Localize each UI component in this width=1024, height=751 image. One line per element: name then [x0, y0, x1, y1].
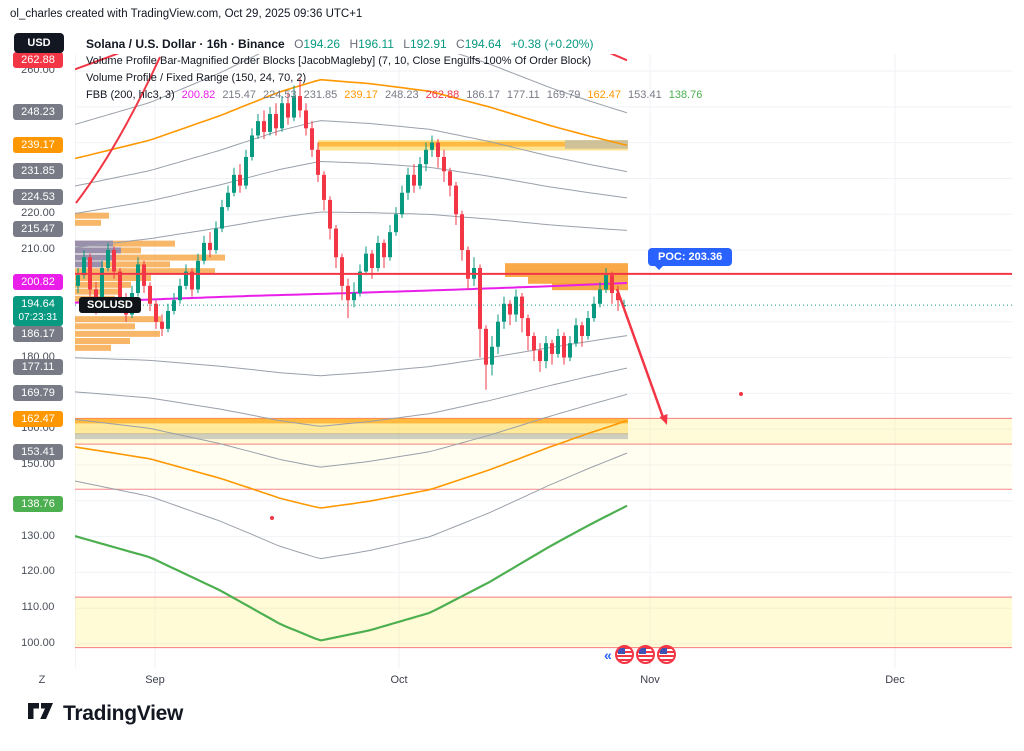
- price-level-badge: 169.79: [13, 385, 63, 402]
- indicator-row-fbb[interactable]: FBB (200, hlc3, 3) 200.82 215.47 224.53 231.…: [86, 87, 702, 103]
- fbb-band-value: 169.79: [546, 89, 581, 101]
- price-lines-layer[interactable]: [75, 272, 1012, 306]
- price-level-badge: 224.53: [13, 189, 63, 206]
- fbb-band-value: 138.76: [668, 89, 703, 101]
- last-price-badge: 194.64 07:23:31: [13, 296, 63, 327]
- price-tick: 220.00: [21, 207, 55, 220]
- price-tick: 100.00: [21, 637, 55, 649]
- order-blocks-layer: [75, 140, 628, 440]
- creator-watermark: ol_charles created with TradingView.com,…: [10, 8, 363, 20]
- ohlc-low-value: 192.91: [409, 37, 447, 51]
- tradingview-logo-text: TradingView: [63, 702, 184, 725]
- plot-area: [75, 54, 1012, 668]
- tradingview-branding[interactable]: TradingView: [28, 702, 183, 726]
- price-level-badge: 153.41: [13, 443, 63, 460]
- zones-layer: [75, 417, 1012, 649]
- flag-sticker[interactable]: [614, 645, 634, 664]
- fbb-band-value: 200.82: [181, 89, 216, 101]
- price-level-badge: 138.76: [13, 496, 63, 513]
- price-level-badge: 248.23: [13, 104, 63, 121]
- month-label: Dec: [885, 674, 905, 686]
- last-price-value: 194.64: [21, 298, 55, 311]
- drawings-layer[interactable]: [75, 56, 743, 520]
- ohlc-high-label: H: [349, 37, 359, 51]
- fbb-bands-layer: [75, 54, 628, 642]
- ohlc-close-label: C: [456, 37, 465, 51]
- indicator-row-volume-profile[interactable]: Volume Profile / Fixed Range (150, 24, 7…: [86, 72, 307, 84]
- fbb-band-value: 215.47: [222, 89, 256, 101]
- ohlc-open-value: 194.26: [303, 37, 341, 51]
- timezone-label[interactable]: Z: [38, 674, 46, 686]
- price-tick: 210.00: [21, 243, 55, 256]
- price-level-badge: 186.17: [13, 326, 63, 343]
- price-level-badge: 200.82: [13, 273, 63, 290]
- price-tick: 150.00: [21, 457, 55, 470]
- fbb-band-value: 248.23: [384, 89, 419, 101]
- fbb-band-value: 231.85: [303, 89, 338, 101]
- fbb-values: 200.82 215.47 224.53 231.85 239.17 248.23 262.…: [175, 89, 703, 101]
- price-tick: 110.00: [21, 601, 55, 614]
- month-label: Sep: [145, 674, 165, 686]
- indicator-legend: Solana / U.S. Dollar · 16h · Binance O19…: [86, 36, 702, 103]
- symbol-legend-row[interactable]: Solana / U.S. Dollar · 16h · Binance O19…: [86, 36, 702, 52]
- fbb-band-value: 153.41: [628, 89, 662, 101]
- ohlc-low-label: L: [403, 37, 410, 51]
- ohlc-close-value: 194.64: [464, 37, 502, 51]
- price-level-badge: 231.85: [13, 162, 63, 179]
- tradingview-logo-icon: [28, 703, 53, 719]
- fbb-band-value: 162.47: [587, 89, 622, 101]
- indicator-row-order-blocks[interactable]: Volume Profile Bar-Magnified Order Block…: [86, 55, 592, 67]
- fbb-name: FBB (200, hlc3, 3): [86, 89, 175, 101]
- flag-stickers[interactable]: «: [604, 645, 676, 664]
- price-tick: 130.00: [21, 529, 55, 542]
- fbb-band-value: 186.17: [466, 89, 500, 101]
- ohlc-high-value: 196.11: [358, 37, 394, 51]
- symbol-title: Solana / U.S. Dollar · 16h · Binance: [86, 37, 285, 51]
- fbb-band-value: 262.88: [425, 89, 460, 101]
- price-tick: 120.00: [21, 565, 55, 578]
- grid-layer: [75, 54, 1012, 668]
- currency-toggle-button[interactable]: USD: [14, 33, 64, 53]
- symbol-price-label: SOLUSD: [79, 297, 141, 314]
- fbb-band-value: 177.11: [506, 89, 540, 101]
- price-level-badge: 215.47: [13, 221, 63, 238]
- ohlc-open-label: O: [294, 37, 304, 51]
- flag-sticker[interactable]: [635, 645, 655, 664]
- flag-sticker[interactable]: [656, 645, 676, 664]
- double-chevron-icon: «: [604, 646, 612, 663]
- price-level-badge: 262.88: [13, 51, 63, 68]
- volume-profile-layer: [75, 212, 628, 351]
- price-level-badge: 162.47: [13, 411, 63, 428]
- change-value: +0.38 (+0.20%): [510, 37, 594, 51]
- price-axis[interactable]: 260.00 220.00 210.00 180.00 160.00 150.00 130.…: [0, 0, 75, 700]
- month-label: Nov: [640, 674, 660, 686]
- month-label: Oct: [390, 674, 408, 686]
- fbb-band-value: 239.17: [344, 89, 378, 101]
- price-level-badge: 177.11: [13, 358, 63, 375]
- bar-countdown: 07:23:31: [18, 312, 58, 324]
- price-level-badge: 239.17: [13, 136, 63, 153]
- poc-drawing-label[interactable]: POC: 203.36: [648, 247, 733, 270]
- candles-layer: [76, 78, 626, 390]
- fbb-band-value: 224.53: [262, 89, 297, 101]
- time-axis[interactable]: Z Sep Oct Nov Dec: [0, 668, 1024, 694]
- chart-canvas[interactable]: [0, 0, 1024, 700]
